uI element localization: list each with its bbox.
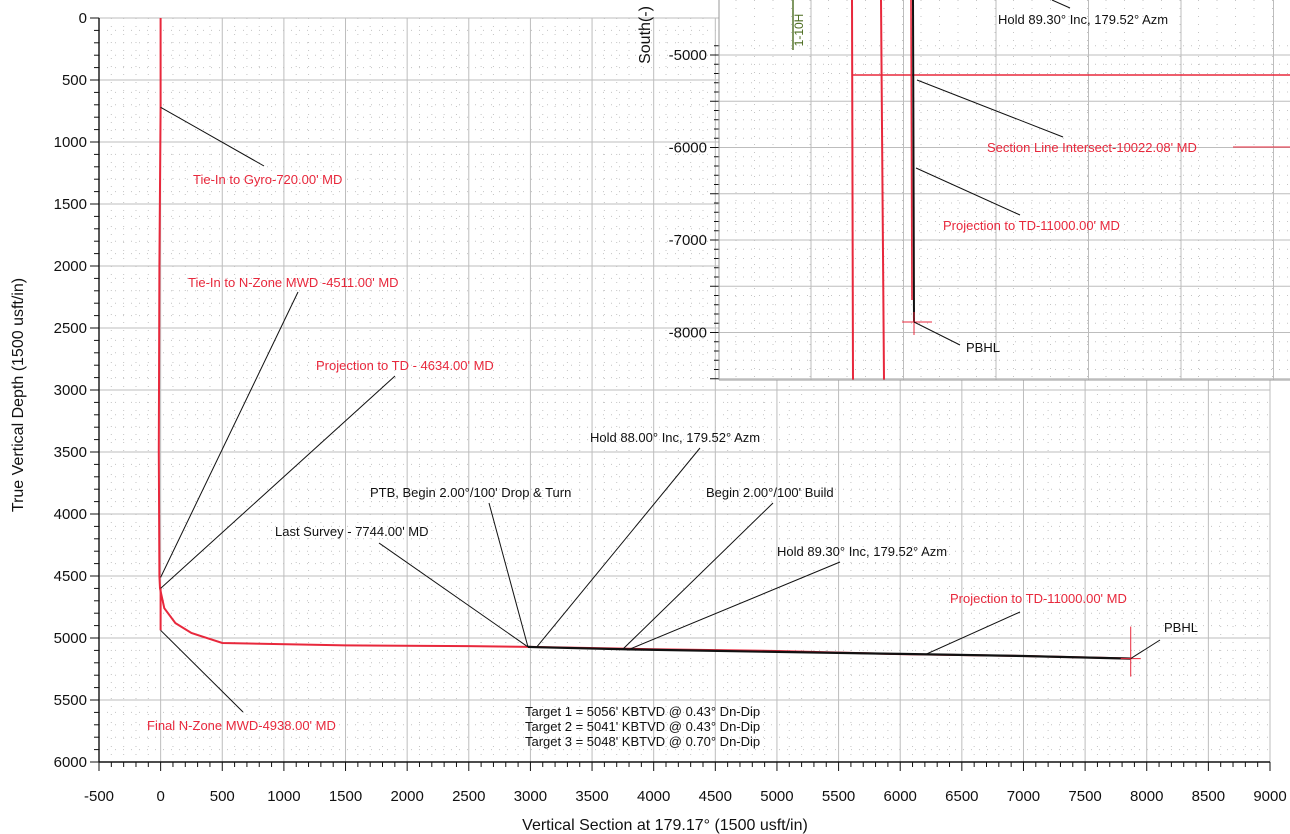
x-tick-label: 2500 (452, 788, 485, 805)
x-tick-label: 0 (156, 788, 164, 805)
y-tick-label: 4500 (54, 568, 87, 585)
inset-section-label: Section Line Intersect-10022.08' MD (987, 140, 1197, 155)
annotation-5-leader (488, 502, 529, 648)
main-series (157, 18, 1141, 677)
x-tick-label: 3500 (575, 788, 608, 805)
annotation-10-label: PBHL (1164, 620, 1198, 635)
inset-section-leader (916, 79, 1064, 138)
annotation-1-label: Tie-In to N-Zone MWD -4511.00' MD (188, 275, 399, 290)
annotation-7-label: Begin 2.00°/100' Build (706, 485, 834, 500)
inset-y-tick-label: -8000 (669, 325, 707, 342)
y-tick-label: 5500 (54, 692, 87, 709)
inset-y-tick-label: -5000 (669, 47, 707, 64)
main-annotations: Tie-In to Gyro-720.00' MD Tie-In to N-Zon… (147, 106, 1198, 733)
annotation-0-label: Tie-In to Gyro-720.00' MD (193, 172, 342, 187)
annotation-9-leader (924, 611, 1021, 656)
x-tick-label: 1500 (329, 788, 362, 805)
inset-y-tick-label: -6000 (669, 140, 707, 157)
x-axis-label: Vertical Section at 179.17° (1500 usft/i… (522, 817, 808, 834)
inset-grid (719, 0, 1290, 380)
annotation-3-label: Final N-Zone MWD-4938.00' MD (147, 718, 336, 733)
annotation-9-label: Projection to TD-11000.00' MD (950, 591, 1127, 606)
y-tick-label: 5000 (54, 630, 87, 647)
inset-y-axis-label: South(-) (637, 6, 654, 64)
inset-wellbore-red (910, 0, 913, 301)
target-3-label: Target 3 = 5048' KBTVD @ 0.70° Dn-Dip (525, 734, 760, 749)
x-tick-label: 3000 (514, 788, 547, 805)
x-tick-label: 2000 (390, 788, 423, 805)
x-tick-label: -500 (84, 788, 114, 805)
annotation-2-leader (160, 375, 396, 589)
y-tick-label: 3500 (54, 444, 87, 461)
inset-pbhl-label: PBHL (966, 340, 1000, 355)
x-tick-label: 5500 (822, 788, 855, 805)
annotation-6-label: Hold 88.00° Inc, 179.52° Azm (590, 430, 760, 445)
y-axis-label: True Vertical Depth (1500 usft/in) (10, 278, 27, 512)
y-tick-label: 1500 (54, 196, 87, 213)
inset-projection-leader (915, 167, 1021, 216)
inset-background (719, 0, 1290, 380)
y-tick-label: 4000 (54, 506, 87, 523)
x-tick-label: 500 (210, 788, 235, 805)
annotation-8-leader (628, 561, 841, 650)
x-tick-label: 7000 (1007, 788, 1040, 805)
y-tick-label: 2500 (54, 320, 87, 337)
target-2-label: Target 2 = 5041' KBTVD @ 0.43° Dn-Dip (525, 719, 760, 734)
inset-hold-leader (1051, 0, 1071, 9)
targets-box: Target 1 = 5056' KBTVD @ 0.43° Dn-Dip Ta… (525, 704, 760, 749)
annotation-5-label: PTB, Begin 2.00°/100' Drop & Turn (370, 485, 571, 500)
y-tick-label: 6000 (54, 754, 87, 771)
x-tick-label: 6000 (884, 788, 917, 805)
inset-lease-line-right (880, 0, 885, 381)
inset-hold-label: Hold 89.30° Inc, 179.52° Azm (998, 12, 1168, 27)
x-tick-label: 9000 (1253, 788, 1286, 805)
annotation-4-leader (378, 542, 529, 648)
inset-well-label: 1-10H (792, 14, 806, 47)
inset-wellbore (912, 0, 915, 323)
y-tick-label: 1000 (54, 134, 87, 151)
annotation-7-leader (622, 502, 774, 650)
inset-projection-label: Projection to TD-11000.00' MD (943, 218, 1120, 233)
annotation-4-label: Last Survey - 7744.00' MD (275, 524, 429, 539)
inset-y-tick-label: -7000 (669, 232, 707, 249)
annotation-0-leader (160, 106, 265, 167)
inset-plan-view: -5000 -6000 -7000 -8000 South(-) 1-10H Hold… (637, 0, 1290, 381)
x-tick-label: 7500 (1068, 788, 1101, 805)
x-tick-label: 5000 (760, 788, 793, 805)
annotation-8-label: Hold 89.30° Inc, 179.52° Azm (777, 544, 947, 559)
x-tick-label: 1000 (267, 788, 300, 805)
y-tick-label: 500 (62, 72, 87, 89)
main-axes: -500 0 500 1000 1500 2000 2500 3000 3500 4000 4500… (54, 10, 1287, 805)
series-2-line (527, 645, 1131, 660)
inset-axes: -5000 -6000 -7000 -8000 (669, 45, 719, 380)
x-tick-label: 8000 (1130, 788, 1163, 805)
x-tick-label: 4500 (699, 788, 732, 805)
x-tick-label: 4000 (637, 788, 670, 805)
annotation-2-label: Projection to TD - 4634.00' MD (316, 358, 494, 373)
y-tick-label: 0 (79, 10, 87, 27)
annotation-10-leader (1130, 639, 1161, 660)
target-1-label: Target 1 = 5056' KBTVD @ 0.43° Dn-Dip (525, 704, 760, 719)
annotation-1-leader (160, 291, 299, 578)
x-tick-label: 6500 (945, 788, 978, 805)
x-tick-label: 8500 (1192, 788, 1225, 805)
inset-pbhl-leader (913, 321, 961, 346)
y-tick-label: 3000 (54, 382, 87, 399)
y-tick-label: 2000 (54, 258, 87, 275)
inset-lease-line-left (851, 0, 854, 381)
annotation-6-leader (536, 447, 701, 648)
annotation-3-leader (160, 629, 244, 713)
inset-lines (792, 0, 1290, 381)
